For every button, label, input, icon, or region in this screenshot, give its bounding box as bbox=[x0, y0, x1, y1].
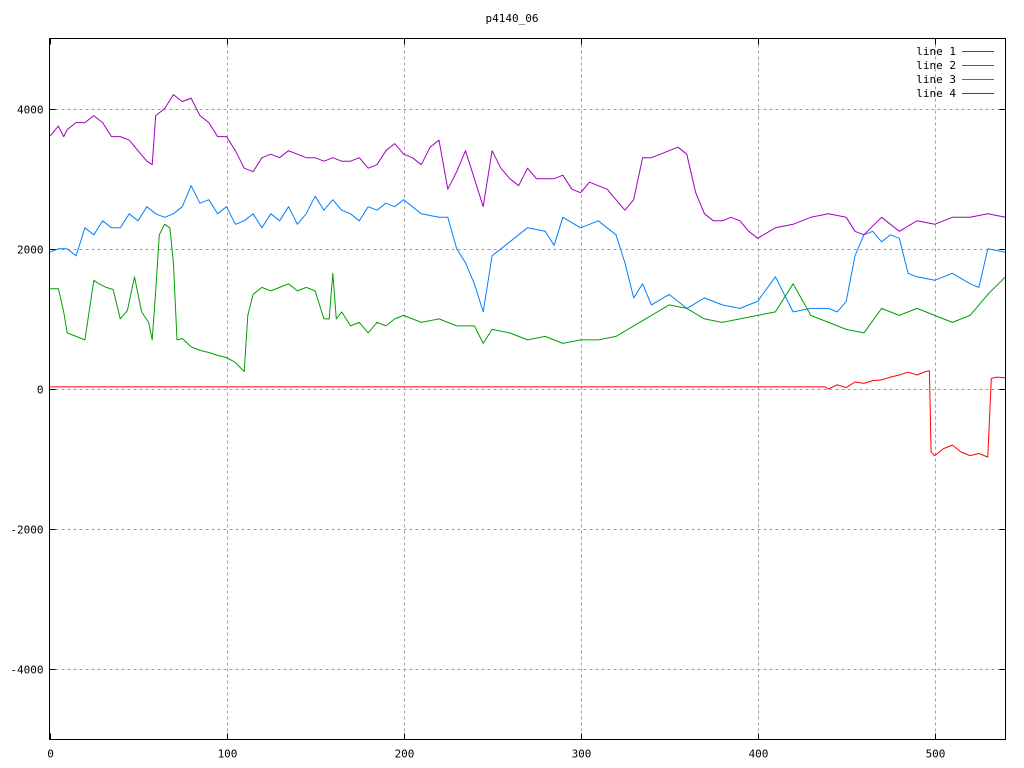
series-line-4 bbox=[49, 94, 1006, 239]
series-line-3 bbox=[49, 185, 1006, 313]
legend-label-2: line 2 bbox=[916, 59, 956, 72]
series-lines bbox=[49, 94, 1006, 458]
legend-label-3: line 3 bbox=[916, 73, 956, 86]
y-tick-label: -4000 bbox=[10, 664, 43, 677]
series-line-2 bbox=[49, 223, 1006, 372]
chart-title: p4140_06 bbox=[486, 12, 539, 25]
x-tick-label: 100 bbox=[218, 748, 238, 761]
grid bbox=[49, 38, 1006, 740]
axis-ticks: 0 100 200 300 400 500 -4000 -2000 0 2000 4000 bbox=[10, 38, 1006, 761]
y-tick-label: 2000 bbox=[17, 244, 44, 257]
legend-label-1: line 1 bbox=[916, 45, 956, 58]
x-tick-label: 400 bbox=[749, 748, 769, 761]
series-line-1 bbox=[49, 370, 1006, 458]
legend-label-4: line 4 bbox=[916, 87, 956, 100]
x-tick-label: 300 bbox=[572, 748, 592, 761]
y-tick-label: -2000 bbox=[10, 524, 43, 537]
x-tick-label: 500 bbox=[926, 748, 946, 761]
x-tick-label: 0 bbox=[47, 748, 54, 761]
plot-frame bbox=[49, 38, 1006, 740]
y-tick-label: 0 bbox=[37, 384, 44, 397]
x-tick-label: 200 bbox=[395, 748, 415, 761]
y-tick-label: 4000 bbox=[17, 104, 44, 117]
